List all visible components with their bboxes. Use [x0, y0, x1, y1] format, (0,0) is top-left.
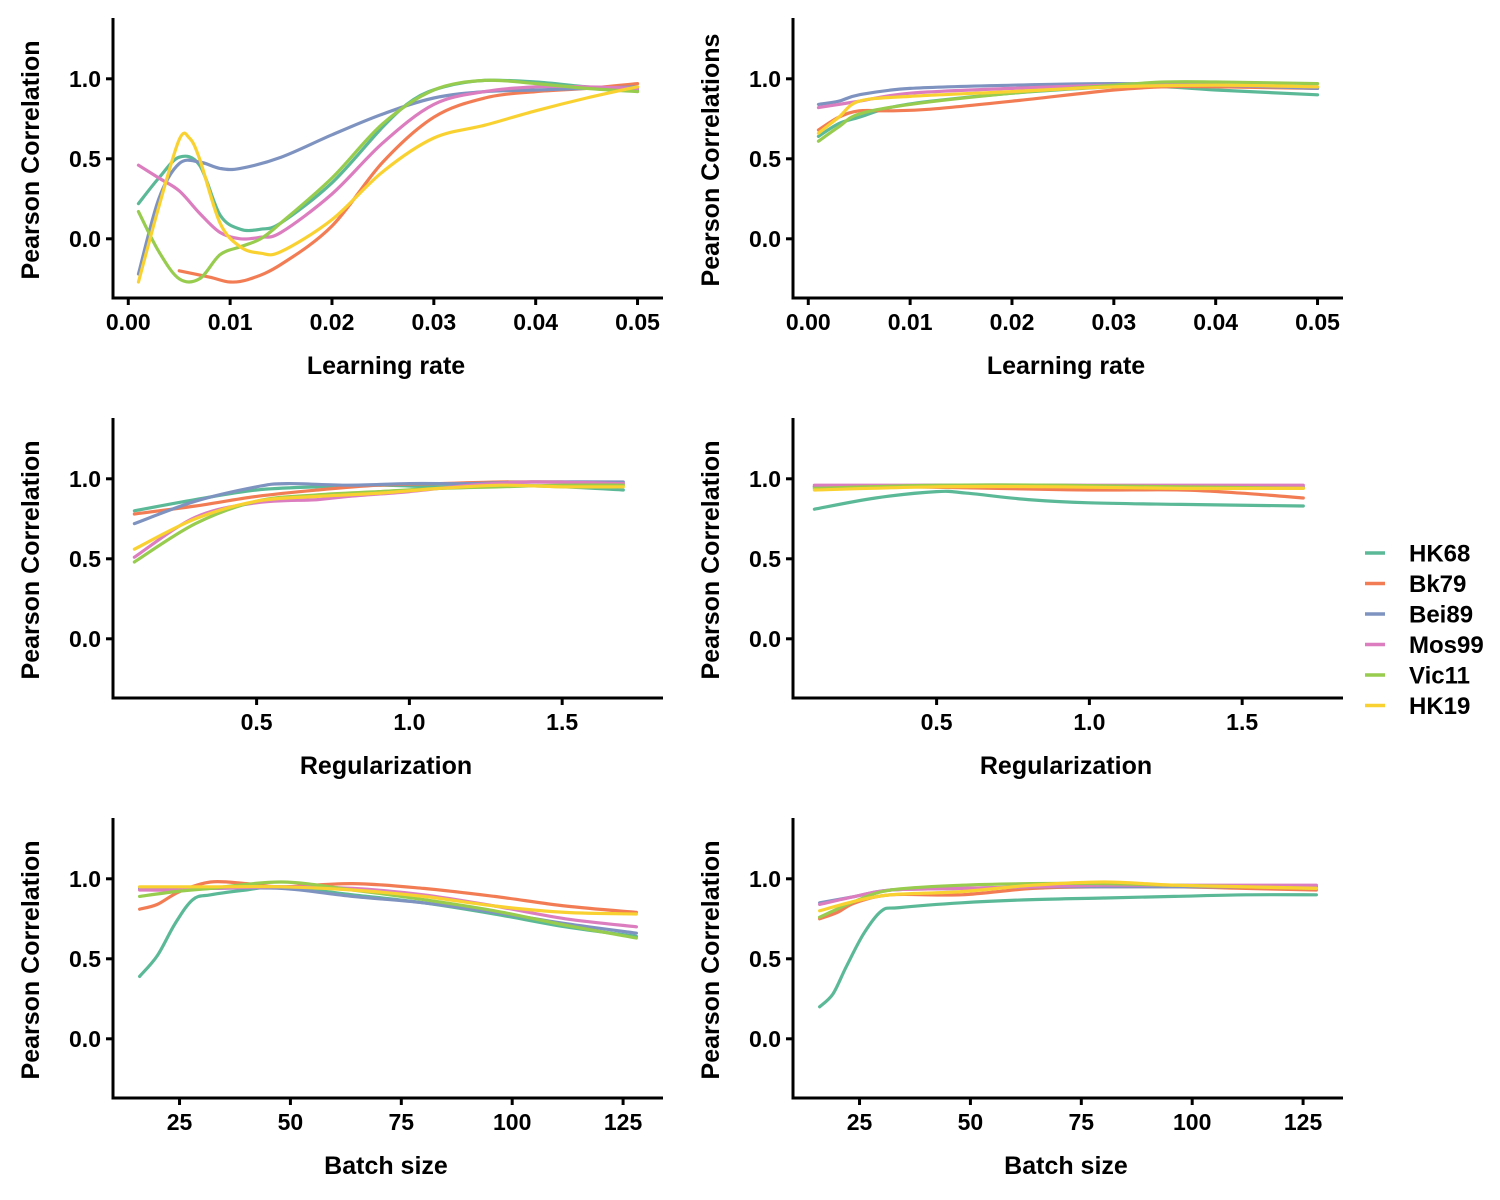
y-tick-label: 0.5	[749, 946, 781, 972]
legend-item-bk79: Bk79	[1365, 571, 1466, 598]
x-tick-label: 0.05	[1295, 309, 1340, 335]
x-tick-label: 0.00	[106, 309, 151, 335]
legend: HK68 Bk79 Bei89 Mos99 Vic11 HK19	[1365, 541, 1484, 720]
panel-1: 0.0 0.5 1.0 0.00 0.01 0.02 0.03 0.04 0.05 Learnin…	[17, 18, 663, 380]
x-tick-label: 0.02	[990, 309, 1035, 335]
x-tick-label: 100	[1173, 1109, 1211, 1135]
y-tick-label: 0.5	[69, 946, 101, 972]
x-axis-title: Regularization	[300, 752, 472, 780]
x-tick-label: 0.02	[310, 309, 355, 335]
x-tick-label: 100	[493, 1109, 531, 1135]
y-tick-label: 0.5	[749, 546, 781, 572]
x-tick-label: 25	[167, 1109, 193, 1135]
series-line-hk19	[136, 85, 640, 284]
x-tick-label: 25	[847, 1109, 873, 1135]
x-tick-label: 0.01	[888, 309, 933, 335]
series-group	[132, 480, 625, 564]
series-group	[138, 879, 638, 978]
legend-item-bei89: Bei89	[1365, 602, 1473, 629]
y-axis-title: Pearson Correlation	[17, 441, 45, 680]
x-tick-label: 1.0	[393, 709, 425, 735]
x-tick-label: 0.01	[208, 309, 253, 335]
series-line-hk19	[816, 83, 1320, 135]
y-tick-label: 1.0	[69, 866, 101, 892]
y-axis-title: Pearson Correlations	[697, 34, 725, 287]
y-tick-label: 0.0	[749, 226, 781, 252]
series-line-bei89	[136, 85, 640, 276]
x-tick-label: 50	[958, 1109, 984, 1135]
series-line-hk68	[812, 489, 1305, 511]
x-axis-title: Batch size	[1004, 1152, 1128, 1180]
y-tick-label: 0.0	[749, 626, 781, 652]
x-tick-label: 1.5	[546, 709, 578, 735]
panel-3: 0.0 0.5 1.0 0.5 1.0 1.5 Regularization Pearson …	[17, 418, 663, 780]
x-tick-label: 75	[1069, 1109, 1095, 1135]
y-tick-label: 1.0	[749, 866, 781, 892]
x-tick-label: 125	[1284, 1109, 1323, 1135]
series-line-hk19	[138, 884, 638, 916]
x-tick-label: 0.03	[411, 309, 456, 335]
series-line-vic11	[136, 78, 640, 284]
x-tick-label: 125	[604, 1109, 643, 1135]
x-tick-label: 0.03	[1091, 309, 1136, 335]
x-tick-label: 0.04	[1193, 309, 1238, 335]
y-tick-label: 0.0	[69, 626, 101, 652]
y-tick-label: 1.0	[69, 66, 101, 92]
x-axis-title: Batch size	[324, 1152, 448, 1180]
legend-label: Vic11	[1409, 663, 1470, 690]
legend-label: Mos99	[1409, 632, 1484, 659]
series-line-hk19	[132, 483, 625, 551]
y-tick-label: 0.0	[749, 1026, 781, 1052]
legend-label: Bei89	[1409, 602, 1473, 629]
y-tick-label: 0.5	[749, 146, 781, 172]
series-line-mos99	[136, 84, 640, 241]
series-group	[136, 78, 640, 284]
legend-label: Bk79	[1409, 571, 1466, 598]
x-tick-label: 0.00	[786, 309, 831, 335]
series-line-bk79	[818, 884, 1318, 921]
x-axis-title: Learning rate	[307, 352, 465, 380]
y-tick-label: 1.0	[69, 466, 101, 492]
x-tick-label: 50	[278, 1109, 304, 1135]
panel-2: 0.0 0.5 1.0 0.00 0.01 0.02 0.03 0.04 0.05 Learnin…	[697, 18, 1343, 380]
legend-label: HK68	[1409, 541, 1470, 568]
series-line-hk68	[818, 893, 1318, 1009]
legend-item-vic11: Vic11	[1365, 663, 1470, 690]
series-line-hk19	[818, 880, 1318, 913]
panel-4: 0.0 0.5 1.0 0.5 1.0 1.5 Regularization Pearson …	[697, 418, 1343, 780]
x-tick-label: 1.0	[1073, 709, 1105, 735]
series-line-hk19	[812, 484, 1305, 492]
y-tick-label: 0.5	[69, 546, 101, 572]
series-group	[818, 880, 1318, 1009]
y-tick-label: 1.0	[749, 466, 781, 492]
y-axis-title: Pearson Correlation	[17, 841, 45, 1080]
panels: 0.0 0.5 1.0 0.00 0.01 0.02 0.03 0.04 0.05 Learnin…	[17, 18, 1343, 1180]
legend-label: HK19	[1409, 693, 1470, 720]
x-tick-label: 0.5	[921, 709, 953, 735]
y-tick-label: 0.0	[69, 226, 101, 252]
series-group	[812, 483, 1305, 511]
y-tick-label: 0.5	[69, 146, 101, 172]
legend-item-mos99: Mos99	[1365, 632, 1484, 659]
x-tick-label: 0.5	[241, 709, 273, 735]
x-axis-title: Regularization	[980, 752, 1152, 780]
x-tick-label: 1.5	[1226, 709, 1258, 735]
legend-item-hk19: HK19	[1365, 693, 1470, 720]
y-tick-label: 0.0	[69, 1026, 101, 1052]
y-axis-title: Pearson Correlation	[17, 41, 45, 280]
y-tick-label: 1.0	[749, 66, 781, 92]
panel-6: 0.0 0.5 1.0 25 50 75 100 125 Batch size Pearson C…	[697, 818, 1343, 1180]
x-tick-label: 0.05	[615, 309, 660, 335]
panel-5: 0.0 0.5 1.0 25 50 75 100 125 Batch size Pearson C…	[17, 818, 663, 1180]
legend-item-hk68: HK68	[1365, 541, 1470, 568]
x-tick-label: 75	[389, 1109, 415, 1135]
y-axis-title: Pearson Correlation	[697, 841, 725, 1080]
y-axis-title: Pearson Correlation	[697, 441, 725, 680]
series-group	[816, 80, 1320, 143]
x-axis-title: Learning rate	[987, 352, 1145, 380]
x-tick-label: 0.04	[513, 309, 558, 335]
